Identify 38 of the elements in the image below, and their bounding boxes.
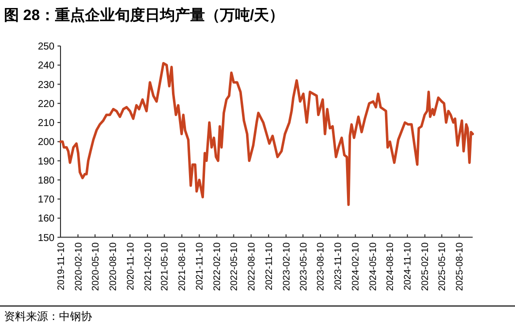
line-series <box>59 62 474 206</box>
y-tick-label: 210 <box>38 118 55 130</box>
x-tick-label: 2021-02-10 <box>142 242 154 291</box>
y-tick-label: 200 <box>38 137 55 148</box>
x-tick-label: 2023-11-10 <box>333 242 344 290</box>
x-tick-label: 2025-08-10 <box>454 242 466 291</box>
y-tick-label: 180 <box>38 175 55 186</box>
x-tick-label: 2020-02-10 <box>73 242 84 291</box>
x-tick-label: 2021-08-10 <box>177 242 188 291</box>
x-tick-label: 2022-11-10 <box>264 242 275 290</box>
y-tick-label: 250 <box>38 42 55 52</box>
y-tick-label: 170 <box>38 194 55 206</box>
y-tick-label: 150 <box>38 232 55 244</box>
x-tick-label: 2020-08-10 <box>108 242 119 291</box>
x-tick-label: 2023-05-10 <box>298 242 310 291</box>
text: 资料来源：中钢协 <box>4 310 92 323</box>
x-tick-label: 2020-05-10 <box>90 242 102 291</box>
x-tick-label: 2022-05-10 <box>228 242 240 291</box>
x-tick-label: 2023-02-10 <box>281 242 292 291</box>
x-tick-label: 2021-11-10 <box>194 242 206 290</box>
x-tick-label: 2024-05-10 <box>368 242 379 291</box>
x-tick-label: 2022-08-10 <box>246 242 258 291</box>
x-tick-label: 2023-08-10 <box>316 242 327 291</box>
x-tick-label: 2024-11-10 <box>402 242 414 290</box>
x-tick-label: 2024-08-10 <box>385 242 396 291</box>
chart-title: 图 28：重点企业旬度日均产量（万吨/天） <box>4 6 284 24</box>
x-tick-label: 2025-02-10 <box>420 242 432 291</box>
y-tick-label: 220 <box>38 98 55 110</box>
x-tick-label: 2021-05-10 <box>160 242 171 291</box>
y-tick-label: 240 <box>38 60 55 72</box>
x-tick-label: 2024-02-10 <box>350 242 362 291</box>
x-tick-label: 2019-11-10 <box>56 242 67 290</box>
x-tick-label: 2022-02-10 <box>212 242 224 291</box>
y-tick-label: 160 <box>38 214 55 225</box>
x-tick-label: 2025-05-10 <box>437 242 448 291</box>
x-tick-label: 2020-11-10 <box>125 242 136 290</box>
y-tick-label: 230 <box>38 80 55 91</box>
y-tick-label: 190 <box>38 156 55 168</box>
